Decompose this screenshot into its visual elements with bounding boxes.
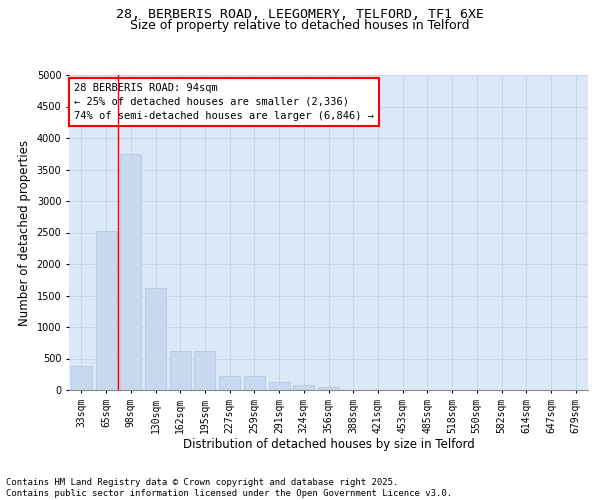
Text: Size of property relative to detached houses in Telford: Size of property relative to detached ho… [130, 18, 470, 32]
Bar [219, 376, 240, 390]
Bar [269, 382, 290, 390]
Bar [120, 154, 141, 390]
Bar [293, 384, 314, 390]
Bar [244, 376, 265, 390]
Bar [71, 366, 92, 390]
Bar [170, 351, 191, 390]
Bar [145, 288, 166, 390]
Y-axis label: Number of detached properties: Number of detached properties [18, 140, 31, 326]
X-axis label: Distribution of detached houses by size in Telford: Distribution of detached houses by size … [182, 438, 475, 452]
Text: 28 BERBERIS ROAD: 94sqm
← 25% of detached houses are smaller (2,336)
74% of semi: 28 BERBERIS ROAD: 94sqm ← 25% of detache… [74, 83, 374, 121]
Bar [95, 230, 116, 390]
Text: 28, BERBERIS ROAD, LEEGOMERY, TELFORD, TF1 6XE: 28, BERBERIS ROAD, LEEGOMERY, TELFORD, T… [116, 8, 484, 20]
Bar [318, 387, 339, 390]
Text: Contains HM Land Registry data © Crown copyright and database right 2025.
Contai: Contains HM Land Registry data © Crown c… [6, 478, 452, 498]
Bar [194, 351, 215, 390]
